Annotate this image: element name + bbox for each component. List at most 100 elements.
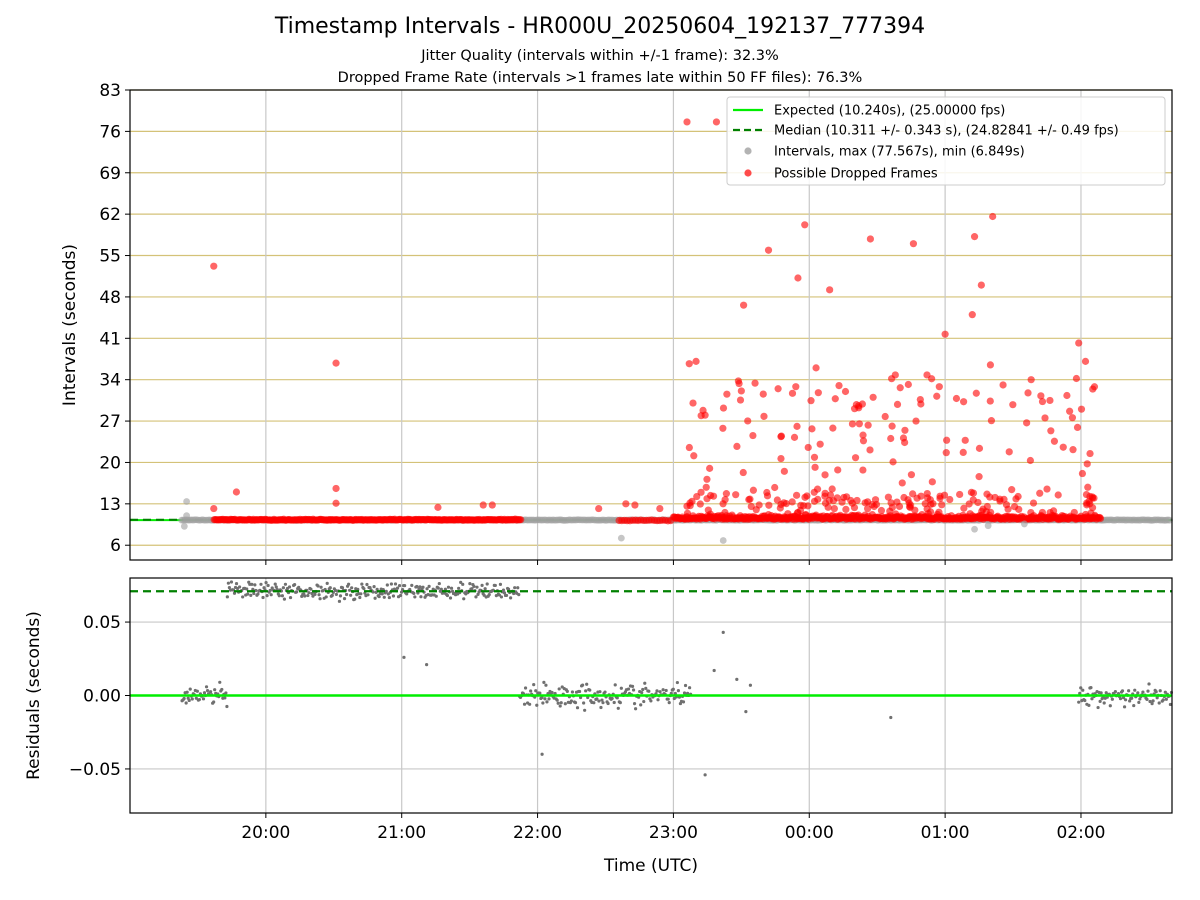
- dropped-frame-point: [909, 240, 918, 248]
- residual-point: [461, 582, 465, 586]
- dropped-frame-point: [933, 392, 941, 400]
- legend-intervals-label: Intervals, max (77.567s), min (6.849s): [774, 145, 1025, 160]
- dropped-frame-point: [848, 499, 856, 507]
- x-tick-label: 22:00: [513, 823, 562, 843]
- residual-point: [681, 700, 686, 704]
- dropped-frame-point: [811, 463, 819, 471]
- dropped-frame-point: [891, 371, 899, 379]
- dropped-frame-point: [737, 387, 745, 395]
- dropped-frame-point: [733, 442, 741, 451]
- dropped-frame-point: [979, 505, 987, 513]
- residual-point: [615, 696, 619, 700]
- residual-point: [350, 586, 354, 590]
- dropped-frame-point: [749, 486, 757, 494]
- dropped-frame-point: [763, 488, 771, 497]
- residual-point: [325, 581, 329, 585]
- dropped-frame-point: [210, 262, 218, 270]
- intervals-y-tick-label: 76: [99, 122, 121, 142]
- residual-point: [612, 700, 616, 705]
- interval-point: [180, 522, 188, 530]
- x-tick-label: 23:00: [649, 823, 698, 843]
- dropped-frame-point: [1008, 486, 1016, 494]
- dropped-frame-point: [896, 384, 904, 392]
- residual-point: [606, 701, 610, 706]
- intervals-y-axis-label: Intervals (seconds): [60, 244, 80, 406]
- dropped-frame-point: [1046, 508, 1054, 517]
- dropped-frame-point: [697, 488, 705, 496]
- residual-point: [630, 684, 635, 688]
- dropped-frame-point: [749, 431, 757, 440]
- residuals-y-tick-label: −0.05: [69, 760, 121, 780]
- residual-point: [330, 593, 334, 597]
- dropped-frame-point: [904, 380, 912, 389]
- residual-point: [1077, 700, 1081, 704]
- dropped-frame-point: [909, 490, 917, 498]
- residual-point: [532, 683, 536, 687]
- residual-point: [600, 698, 604, 702]
- residual-point: [582, 701, 586, 705]
- dropped-frame-point: [723, 390, 731, 398]
- residual-point: [229, 580, 234, 584]
- residual-point: [468, 582, 472, 586]
- residual-point: [703, 773, 707, 777]
- residual-point: [569, 699, 574, 703]
- residual-point: [194, 696, 198, 700]
- residual-point: [598, 690, 602, 694]
- legend-dropped-swatch: [744, 169, 752, 177]
- residual-point: [205, 688, 210, 693]
- intervals-chart: 6 13 20 27 34 41 48 55 62 69 76 83 Intervals (secon…: [60, 81, 1173, 565]
- residual-point: [358, 595, 362, 600]
- dropped-frame-point: [721, 508, 729, 517]
- residual-point: [225, 595, 229, 599]
- x-tick-label: 00:00: [785, 823, 834, 843]
- residual-point: [1096, 705, 1100, 710]
- residual-point: [223, 696, 227, 700]
- dropped-frame-point: [1077, 405, 1086, 413]
- residual-point: [470, 587, 474, 591]
- residual-point: [1078, 691, 1082, 695]
- dropped-frame-point: [966, 510, 974, 518]
- interval-point: [183, 512, 191, 520]
- residual-point: [1157, 701, 1161, 705]
- dropped-frame-point: [843, 493, 851, 501]
- dropped-frame-point: [760, 412, 768, 420]
- dropped-frame-point: [999, 381, 1007, 389]
- residual-point: [595, 697, 599, 701]
- residual-point: [641, 687, 645, 692]
- residual-point: [195, 689, 199, 693]
- dropped-frame-point: [1038, 397, 1047, 406]
- residual-point: [403, 583, 407, 588]
- dropped-frame-point: [821, 499, 830, 507]
- dropped-frame-point: [683, 118, 691, 126]
- residual-point: [254, 588, 258, 593]
- residual-point: [395, 586, 400, 590]
- residuals-y-ticks: −0.05 0.00 0.05: [69, 613, 130, 780]
- residual-point: [273, 582, 277, 586]
- residual-point: [295, 590, 299, 594]
- dropped-frame-point: [719, 424, 727, 432]
- residuals-points: [180, 580, 1174, 777]
- residual-point: [434, 594, 438, 598]
- dropped-frame-point: [1082, 490, 1091, 499]
- residual-point: [342, 597, 347, 601]
- dropped-frame-point: [1069, 446, 1077, 454]
- residual-point: [1137, 700, 1141, 705]
- dropped-frame-point: [1096, 514, 1105, 523]
- residual-point: [545, 700, 549, 704]
- dropped-frame-point: [784, 510, 792, 518]
- residual-point: [1151, 699, 1155, 703]
- residual-point: [234, 581, 239, 586]
- dropped-frame-point: [810, 488, 818, 496]
- dropped-frame-point: [773, 496, 781, 504]
- dropped-frame-point: [740, 301, 748, 309]
- residual-point: [462, 597, 466, 601]
- residual-point: [397, 583, 402, 588]
- residual-point: [658, 690, 662, 694]
- interval-point: [719, 537, 727, 544]
- residual-point: [683, 683, 688, 688]
- residual-point: [261, 595, 265, 600]
- residual-point: [445, 593, 450, 598]
- residual-point: [1138, 697, 1142, 701]
- dropped-frame-point: [683, 509, 692, 517]
- residual-point: [366, 593, 370, 597]
